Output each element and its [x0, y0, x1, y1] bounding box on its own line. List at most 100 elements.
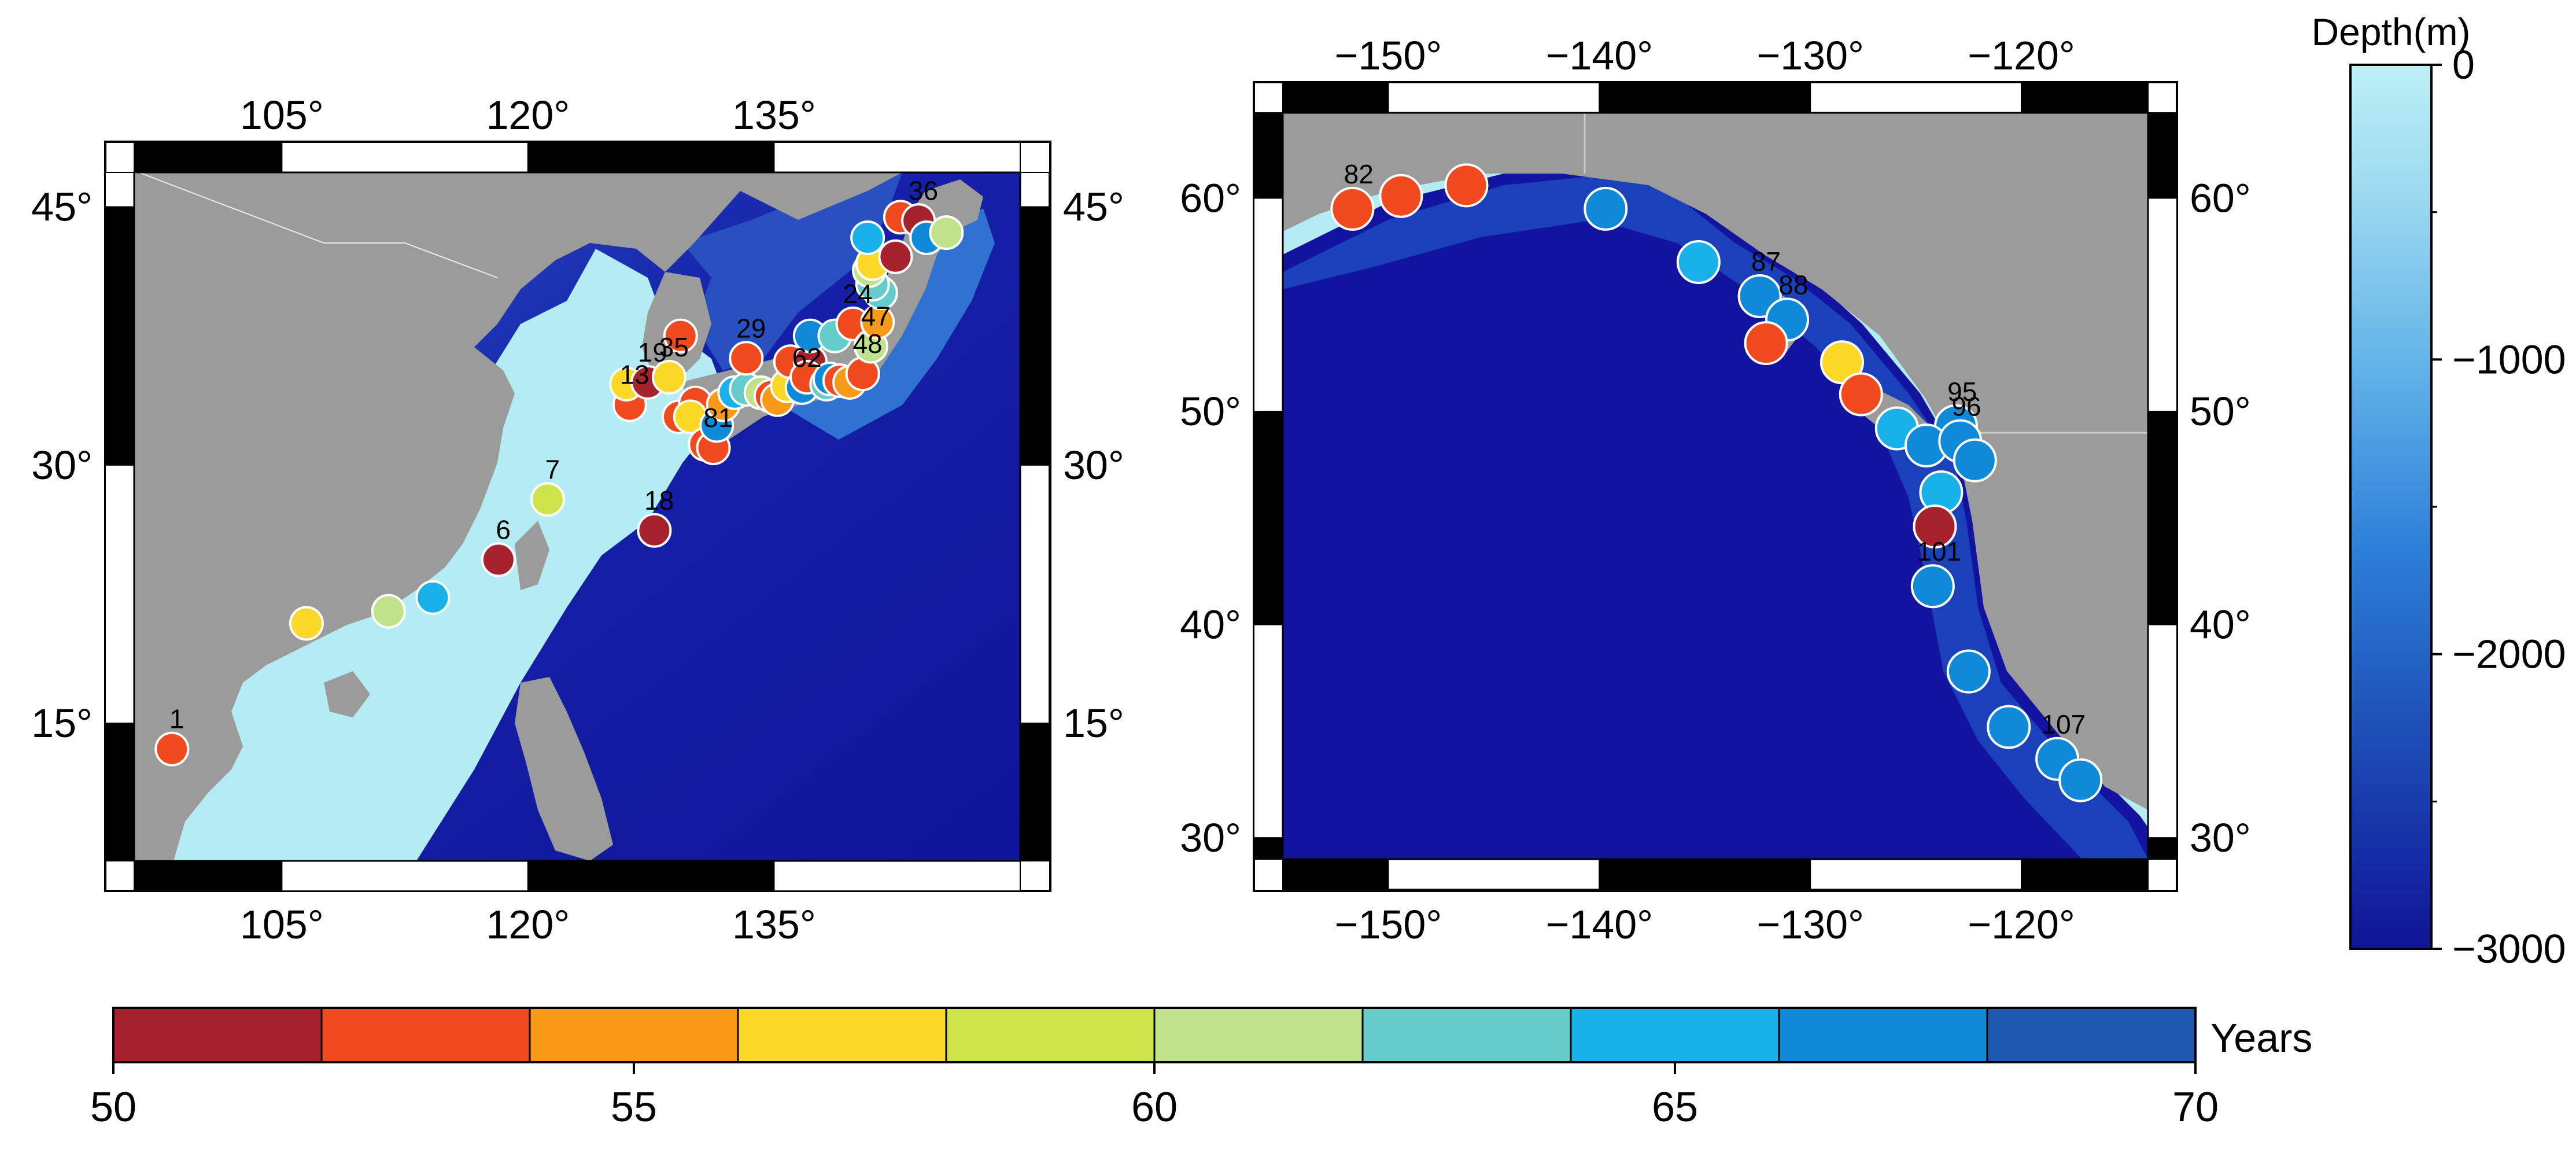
left-map-station-marker [637, 513, 672, 548]
japan-shelf [781, 208, 995, 440]
right-map-top-lon-label: −140° [1545, 33, 1653, 78]
right-map-border-block-top [1282, 82, 1389, 113]
right-map-top-lon-label: −130° [1756, 33, 1864, 78]
left-map-station-label: 48 [852, 329, 882, 359]
years-colorbar-tick-label: 55 [611, 1084, 657, 1130]
right-map-station-label: 82 [1344, 159, 1374, 189]
years-colorbar-tick-label: 60 [1131, 1084, 1178, 1130]
depth-colorbar-scale [2349, 64, 2433, 950]
left-map-border-block-left [105, 464, 135, 724]
years-colorbar-ticks: 50 55 60 65 70 [90, 1062, 2219, 1130]
right-map-station-label: 88 [1778, 270, 1808, 300]
land-taiwan [515, 521, 549, 590]
right-map-station-label: 87 [1751, 246, 1781, 277]
left-map-station-marker [729, 341, 764, 376]
left-map-station-marker [929, 215, 964, 251]
left-map-border-block-bottom [527, 860, 775, 892]
left-map-station-marker [663, 318, 698, 353]
right-map-border-block-right [2147, 837, 2178, 860]
left-map-border-block-bottom [134, 860, 283, 892]
left-map-left-lat-label: 15° [31, 701, 93, 746]
years-colorbar-bin [1570, 1007, 1780, 1063]
years-colorbar-bin [1361, 1007, 1572, 1063]
left-map-left-lat-label: 30° [31, 443, 93, 488]
years-colorbar-bin [1986, 1007, 2197, 1063]
left-map-bottom-lon-label: 135° [732, 902, 816, 947]
left-map-bottom-lon-label: 105° [240, 902, 324, 947]
depth-colorbar-tick-label: −3000 [2452, 926, 2566, 971]
right-map-border [1253, 82, 2178, 890]
right-map-right-lat-label: 30° [2190, 815, 2251, 860]
depth-colorbar-tick-label: −2000 [2452, 632, 2566, 677]
left-map-border-block-left [105, 723, 135, 861]
right-map-left-lat-label: 30° [1180, 815, 1241, 860]
right-map-border-block-right [2147, 411, 2178, 625]
right-map-station-marker [1744, 321, 1788, 366]
left-map-top-lon-label: 135° [732, 93, 816, 138]
left-map-station-label: 62 [792, 343, 821, 373]
right-map-border-block-bottom [1282, 859, 1389, 890]
right-map-left-lat-label: 60° [1180, 175, 1241, 220]
left-map-station-label: 29 [736, 313, 766, 343]
years-colorbar-bins [112, 1007, 2197, 1063]
years-colorbar-bin [1778, 1007, 1988, 1063]
right-map-border-block-left [1253, 411, 1283, 625]
right-map-right-lat-label: 40° [2190, 602, 2251, 647]
left-map-station-marker [530, 482, 565, 517]
right-map-border-block-right [2147, 624, 2178, 839]
right-map-inner-frame [1282, 112, 2149, 860]
left-map-border-block-bottom [773, 860, 1021, 892]
right-map-station-label: 95 [1947, 377, 1977, 407]
left-map-area [134, 172, 1020, 861]
right-map-station-marker [1913, 504, 1957, 549]
right-map-border-block-top [1810, 82, 2023, 113]
left-map-top-lon-label: 120° [486, 93, 570, 138]
right-map-axis-labels: −150° −150° −140° −140° −130° −130° −120° −120°… [1180, 33, 2251, 947]
depth-colorbar: Depth(m) 0 −1000 −2000 −3000 [2311, 10, 2566, 971]
left-map-left-lat-label: 45° [31, 185, 93, 230]
depth-colorbar-tick-label: −1000 [2452, 337, 2566, 382]
left-map-station-marker [154, 731, 190, 767]
right-map-bottom-lon-label: −150° [1335, 902, 1442, 947]
years-colorbar: Years 50 55 60 65 70 [90, 1007, 2312, 1130]
right-map-border-block-bottom [1810, 859, 2023, 890]
right-map-border-block-left [1253, 837, 1283, 860]
left-map-border-block-right [1020, 172, 1050, 208]
right-map-right-lat-label: 50° [2190, 389, 2251, 434]
left-map-station-label: 7 [545, 454, 560, 484]
right-map-border-block-left [1253, 112, 1283, 199]
right-map-station-marker [1910, 564, 1955, 609]
left-map-right-lat-label: 45° [1063, 185, 1124, 230]
right-map-bottom-lon-label: −130° [1756, 902, 1864, 947]
right-map-station-marker [1330, 186, 1375, 231]
left-map-station-marker [651, 360, 687, 395]
land-philippines [515, 677, 613, 861]
left-map-bottom-lon-label: 120° [486, 902, 570, 947]
left-map-right-lat-label: 30° [1063, 443, 1124, 488]
left-map-border-block-right [1020, 206, 1050, 466]
years-colorbar-bin [945, 1007, 1156, 1063]
right-map-station-marker [1987, 705, 2031, 749]
left-map-station-marker [371, 594, 406, 629]
left-map-station-label: 81 [703, 403, 733, 433]
left-map-top-lon-label: 105° [240, 93, 324, 138]
left-map-station-label: 35 [659, 332, 689, 362]
right-map-right-lat-label: 60° [2190, 175, 2251, 220]
right-map-bottom-lon-label: −120° [1968, 902, 2075, 947]
left-map-station-marker [850, 220, 885, 256]
right-map-station-marker [1676, 240, 1721, 284]
right-map-border-block-left [1253, 197, 1283, 412]
left-map-border-block-left [105, 206, 135, 466]
left-map-inner-frame [133, 171, 1021, 862]
right-map-border-block-bottom [1387, 859, 1600, 890]
years-colorbar-tick-label: 65 [1652, 1084, 1698, 1130]
years-colorbar-bin [529, 1007, 739, 1063]
right-map-border-block-top [1599, 82, 1811, 113]
right-map-border-block-right [2147, 112, 2178, 199]
left-map-station-label: 24 [843, 279, 872, 309]
